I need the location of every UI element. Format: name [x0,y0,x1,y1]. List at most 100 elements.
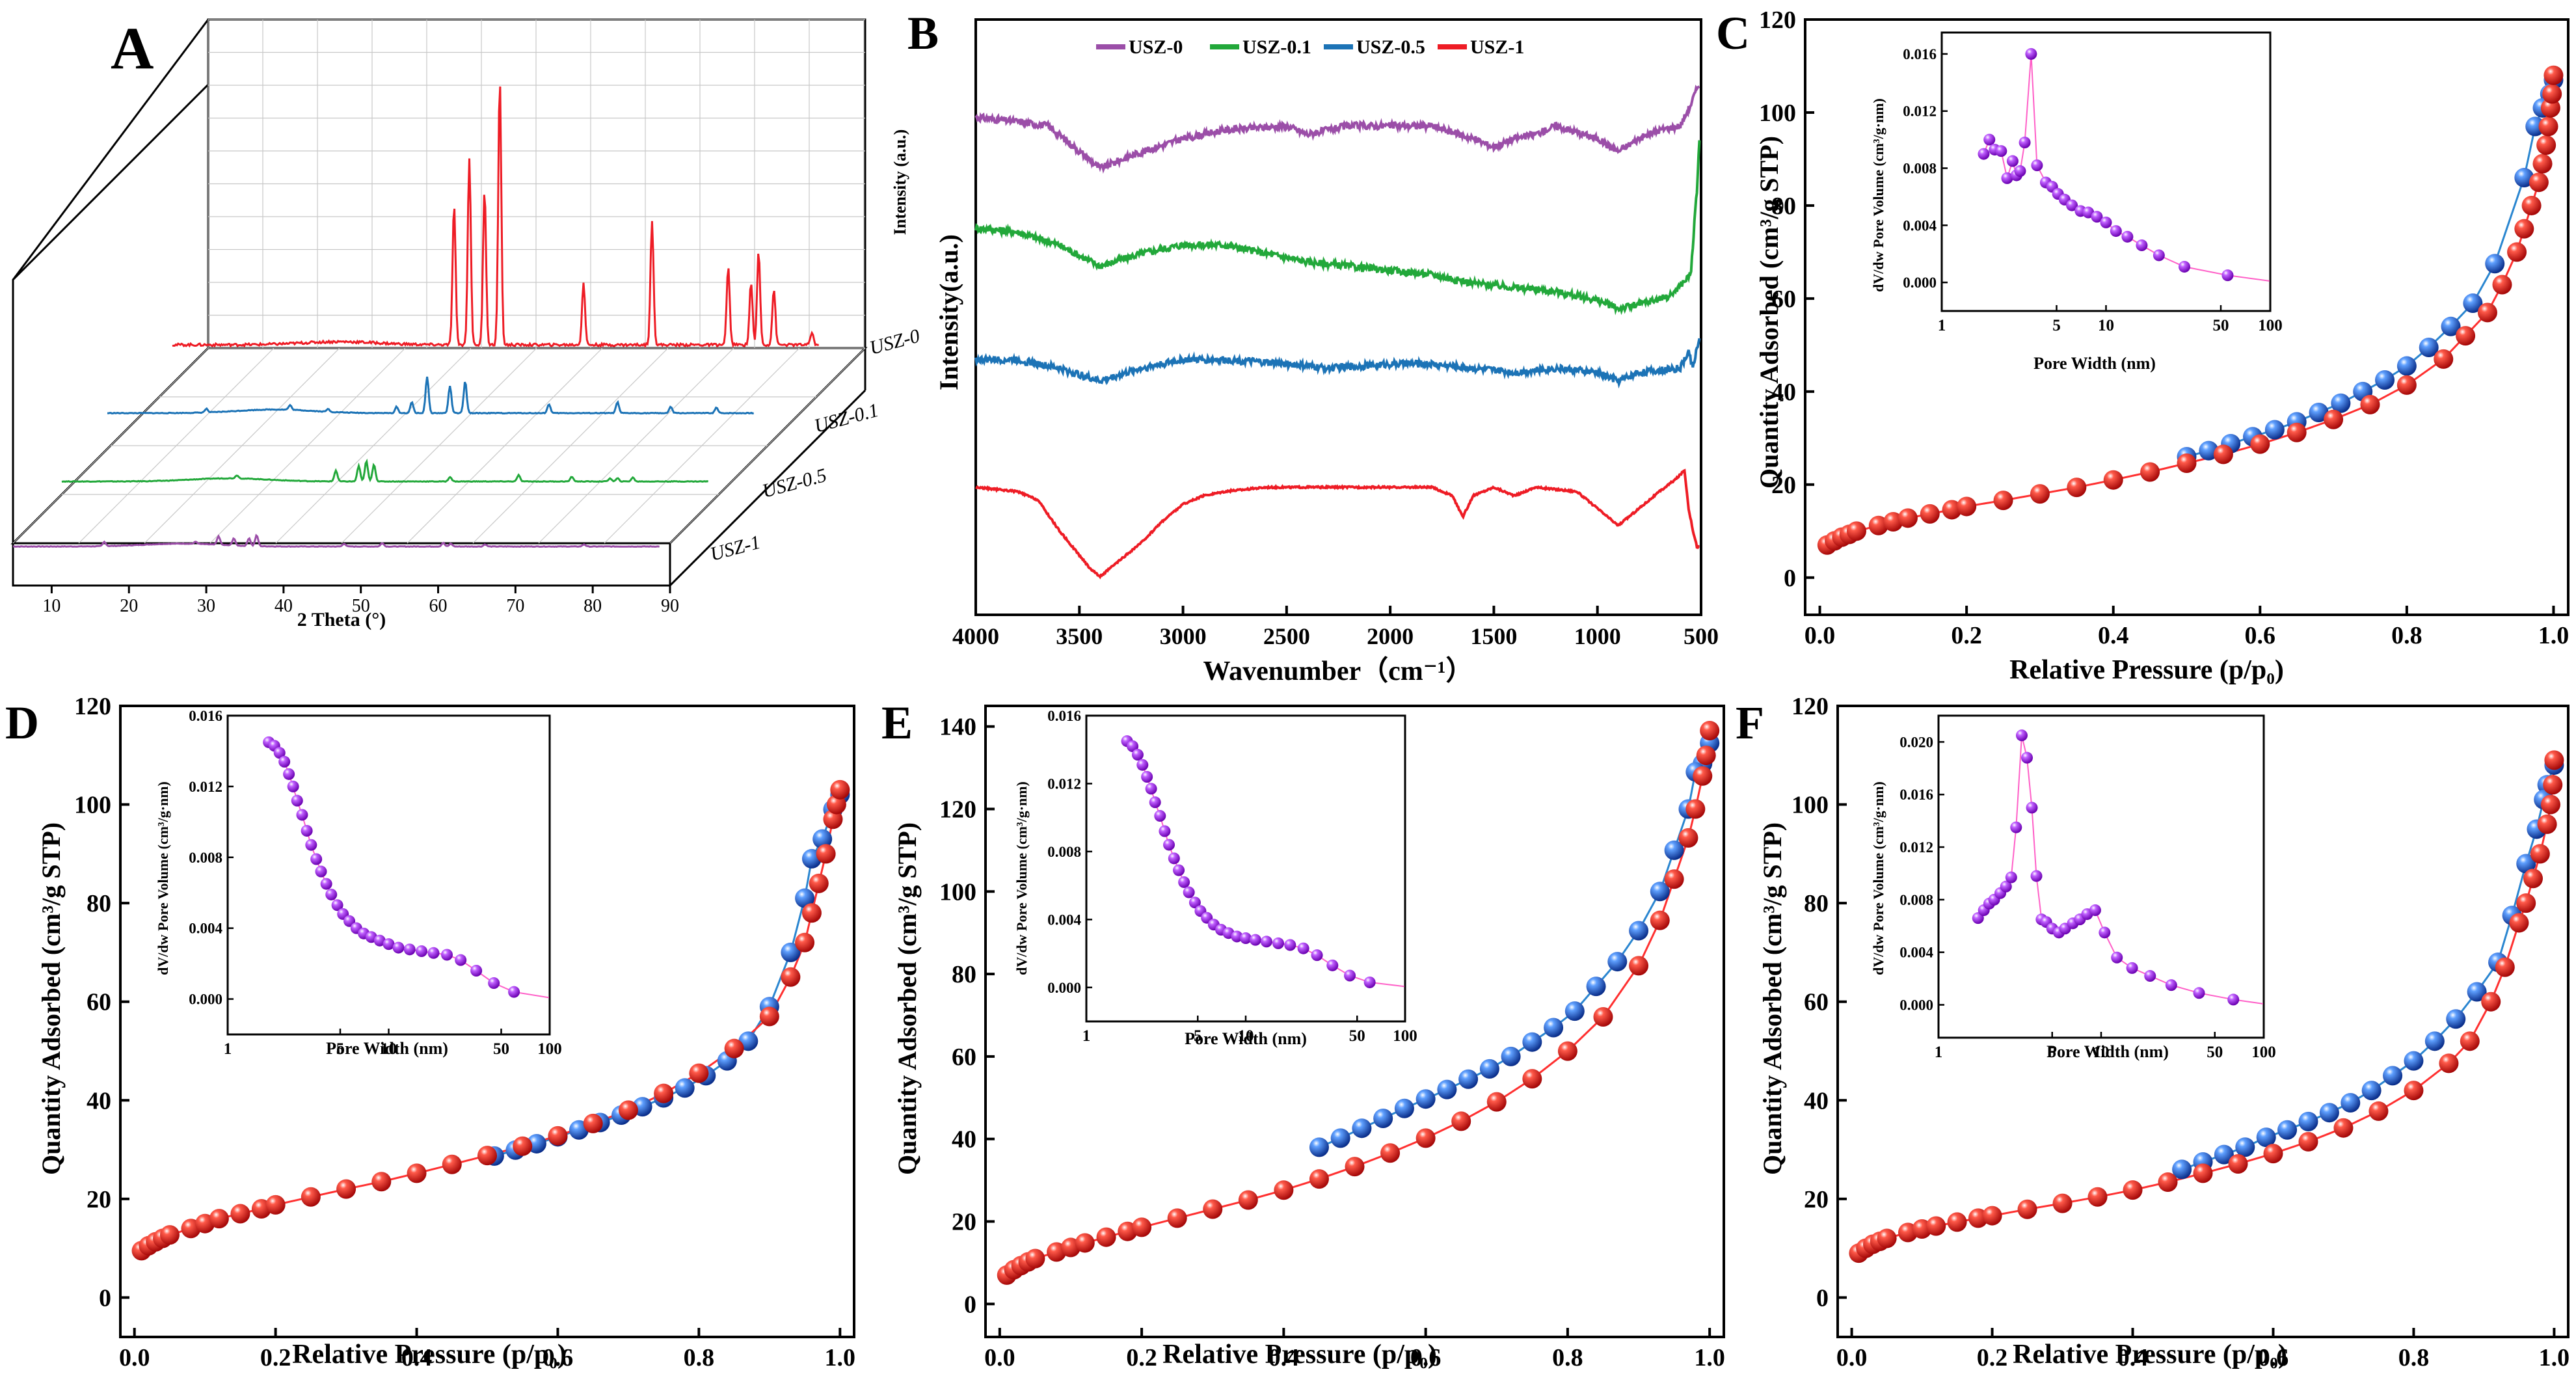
adsorption-point [689,1063,709,1083]
y-tick-label: 120 [1791,693,1829,720]
desorption-point [1544,1018,1564,1038]
y-tick-label: 40 [1804,1087,1829,1114]
adsorption-point [336,1179,356,1199]
panel-b-frame [974,18,1702,616]
adsorption-point [823,809,843,830]
desorption-point [2331,393,2351,413]
adsorption-point [2324,409,2344,429]
desorption-point [1352,1118,1372,1139]
y-tick-label: 100 [1759,100,1796,127]
adsorption-point [2492,275,2512,295]
psd-point [382,938,395,951]
psd-point [373,934,386,947]
adsorption-point [2250,434,2270,454]
adsorption-point [1238,1190,1258,1210]
adsorption-point [1309,1169,1329,1189]
inset-x-tick-label: 50 [2212,317,2229,334]
psd-point [2025,47,2037,60]
psd-point [403,943,416,956]
desorption-point [1479,1059,1499,1079]
desorption-point [2446,1009,2466,1029]
adsorption-point [1629,956,1649,976]
y-tick-label: 0 [99,1284,111,1312]
y-tick-label: 40 [87,1087,111,1114]
adsorption-point [2543,775,2563,795]
psd-point [273,747,286,759]
adsorption-point [759,1006,779,1027]
adsorption-point [1685,799,1706,819]
desorption-point [1309,1137,1329,1157]
adsorption-point [1132,1217,1152,1237]
panel-c-inset-ylabel: dV/dw Pore Volume (cm³/g·nm) [1870,98,1886,292]
psd-point [287,780,299,792]
inset-x-tick-label: 100 [2258,317,2283,334]
desorption-point [2256,1127,2276,1148]
panel-f: F Relative Pressure (p/p₀) Quantity Adso… [1736,693,2569,1371]
adsorption-point [371,1172,392,1192]
panel-e: E Relative Pressure (p/p₀) Quantity Adso… [881,697,1725,1371]
panel-c: C Relative Pressure (p/p₀) Quantity Adso… [1716,7,2569,685]
psd-point [1297,942,1309,954]
plot-frame [984,705,1725,1338]
inset-x-tick-label: 1 [1935,1044,1943,1061]
psd-point [2030,870,2043,882]
adsorption-point [2516,893,2536,913]
psd-point [325,888,338,900]
psd-point [2136,239,2148,252]
desorption-point [1564,1001,1585,1021]
y-tick-label: 0 [1784,565,1796,592]
desorption-point [2264,420,2285,440]
psd-point [2221,269,2234,282]
adsorption-point [2439,1053,2459,1073]
desorption-point [2516,854,2536,874]
desorption-point [795,888,815,908]
desorption-point [2419,337,2439,357]
psd-point [416,945,428,958]
adsorption-point [2140,462,2160,482]
y-tick-label: 20 [87,1186,111,1213]
adsorption-point [1868,515,1888,535]
y-tick-label: 140 [939,714,976,741]
adsorption-point [2529,172,2549,193]
desorption-point [1501,1046,1521,1066]
adsorption-point [1947,1212,1967,1232]
psd-point [441,949,453,961]
adsorption-point [2507,242,2527,262]
x-tick-label: 1.0 [1694,1344,1725,1371]
adsorption-point [1700,721,1720,741]
panel-f-inset-xlabel: Pore Width (nm) [2046,1042,2169,1061]
y-tick-label: 60 [1804,989,1829,1016]
x-tick-label: 10 [42,596,60,616]
psd-point [2001,172,2013,184]
psd-point [1145,783,1157,795]
inset-y-tick-label: 0.016 [1047,708,1081,724]
adsorption-point [2298,1131,2318,1152]
adsorption-point [2333,1118,2354,1138]
desorption-line [1319,742,1711,1148]
series-label: USZ-0 [867,325,922,359]
inset-y-tick-label: 0.020 [1899,734,1933,750]
panel-a-x-ticks: 10 20 30 40 50 60 70 80 90 [42,586,679,616]
inset-y-tick-label: 0.000 [1903,275,1937,291]
psd-point [2066,199,2078,211]
adsorption-point [2103,470,2123,490]
desorption-point [1458,1069,1479,1089]
psd-point [1344,969,1356,982]
psd-point [1326,959,1339,971]
inset-x-tick-label: 1 [1082,1027,1091,1045]
adsorption-point [809,873,829,893]
adsorption-point [2460,1031,2480,1051]
desorption-point [675,1078,695,1098]
adsorption-point [654,1083,674,1103]
psd-point [1136,759,1149,771]
desorption-point [2424,1031,2445,1051]
y-tick-label: 0 [1816,1284,1829,1312]
x-tick-label: 0.2 [260,1344,291,1371]
x-tick-label: 2500 [1263,623,1310,649]
plot-frame [1804,18,2569,616]
adsorption-point [2530,844,2550,864]
psd-point [2178,260,2190,273]
desorption-point [2361,1081,2381,1101]
inset-x-tick-label: 5 [1194,1027,1202,1045]
psd-point [2121,230,2134,243]
